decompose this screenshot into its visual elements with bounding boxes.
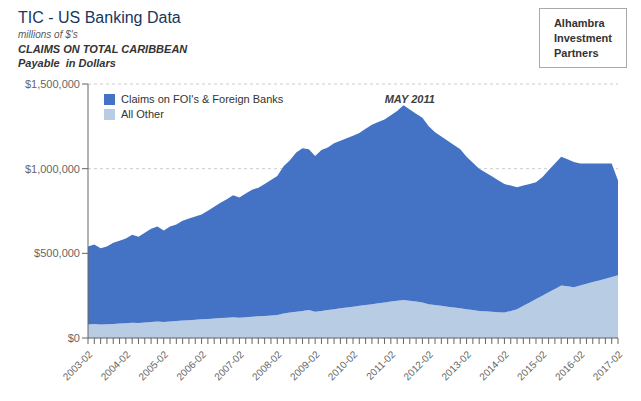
svg-text:2012-02: 2012-02 (401, 348, 435, 382)
svg-text:$500,000: $500,000 (34, 247, 80, 259)
svg-text:$0: $0 (68, 332, 80, 344)
html-text:Claims on FOI's & Foreign Bank: Claims on FOI's & Foreign Banks (121, 93, 284, 105)
html-text:Investment: Investment (553, 31, 612, 44)
html-text:Partners: Partners (553, 46, 599, 59)
svg-text:MAY 2011: MAY 2011 (385, 93, 435, 105)
svg-text:2003-02: 2003-02 (61, 348, 95, 382)
html-text:Alhambra: Alhambra (553, 16, 605, 29)
html-text:Payable in Dollars: Payable in Dollars (18, 57, 116, 69)
html-text:millions of $'s: millions of $'s (18, 29, 78, 40)
svg-text:2013-02: 2013-02 (439, 348, 473, 382)
svg-text:2005-02: 2005-02 (136, 348, 170, 382)
html-text:All Other: All Other (121, 108, 164, 120)
svg-text:2010-02: 2010-02 (326, 348, 360, 382)
svg-text:$1,000,000: $1,000,000 (25, 163, 80, 175)
svg-text:2009-02: 2009-02 (288, 348, 322, 382)
svg-text:2015-02: 2015-02 (515, 348, 549, 382)
html-text:CLAIMS ON TOTAL CARIBBEAN: CLAIMS ON TOTAL CARIBBEAN (18, 43, 188, 55)
svg-text:2016-02: 2016-02 (553, 348, 587, 382)
svg-text:2008-02: 2008-02 (250, 348, 284, 382)
svg-text:2017-02: 2017-02 (591, 348, 625, 382)
svg-text:2006-02: 2006-02 (174, 348, 208, 382)
svg-text:2014-02: 2014-02 (477, 348, 511, 382)
svg-text:2011-02: 2011-02 (364, 348, 398, 382)
svg-text:2004-02: 2004-02 (99, 348, 133, 382)
svg-text:2007-02: 2007-02 (212, 348, 246, 382)
html-text:TIC - US Banking Data: TIC - US Banking Data (18, 9, 181, 26)
svg-text:$1,500,000: $1,500,000 (25, 78, 80, 90)
